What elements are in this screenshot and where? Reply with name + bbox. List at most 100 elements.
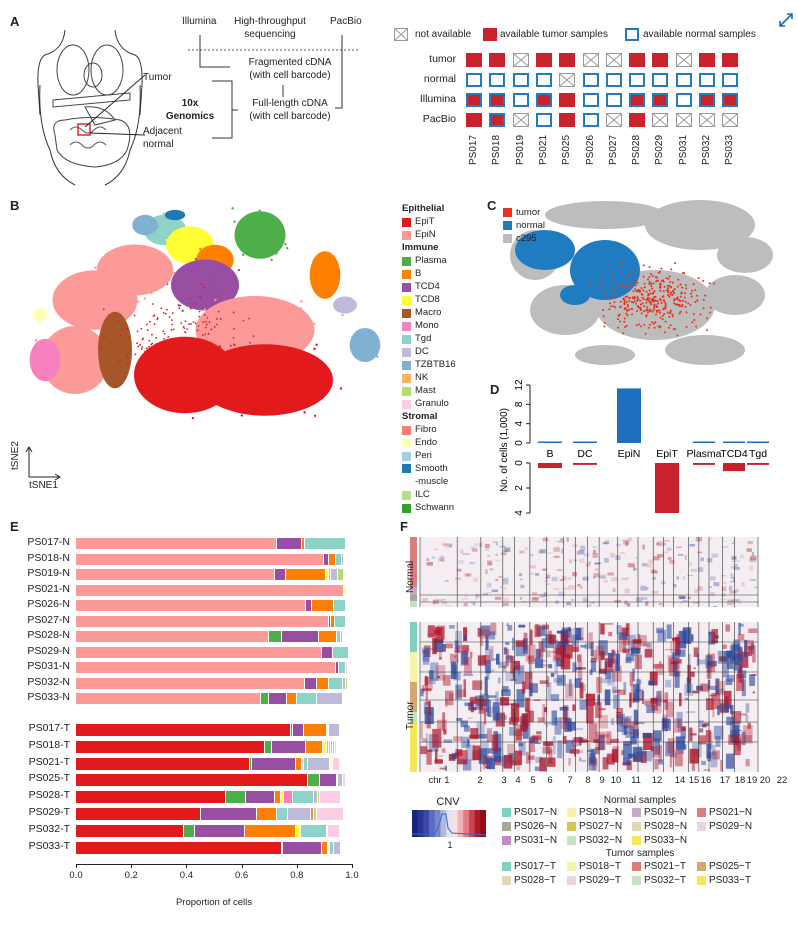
- cell-point: [238, 409, 242, 412]
- cell-point: [261, 353, 265, 357]
- cnv-cell: [634, 654, 642, 670]
- tumor-cell-point: [639, 303, 642, 306]
- cnv-cell: [510, 760, 517, 766]
- legend-label: EpiN: [415, 229, 436, 240]
- cell-point: [257, 374, 261, 378]
- cell-point: [242, 321, 245, 324]
- cnv-cell: [586, 704, 594, 724]
- cnv-cell: [528, 655, 535, 665]
- cell-point: [347, 301, 351, 304]
- cell-point: [198, 286, 201, 289]
- cell-point: [172, 369, 176, 373]
- cnv-cell: [725, 753, 735, 769]
- legend-item: PS018−N: [567, 807, 622, 818]
- cnv-cell: [623, 741, 632, 759]
- cnv-cell: [585, 563, 590, 567]
- cnv-cell: [493, 747, 502, 763]
- legend-label: DC: [415, 346, 429, 357]
- cell-point: [277, 363, 280, 366]
- cell-point: [300, 300, 303, 303]
- tumor-cell-point: [628, 285, 631, 288]
- tumor-cell-point: [666, 294, 669, 297]
- cnv-cell: [455, 749, 463, 757]
- tumor-cell-point: [642, 298, 645, 301]
- cell-point: [270, 372, 273, 375]
- segment-tgd: [300, 824, 327, 837]
- celltype-legend: Epithelial EpiT EpiN Immune Plasma B TCD4 TCD8 M…: [402, 202, 456, 514]
- cnv-cell: [600, 623, 605, 635]
- cell-point: [156, 225, 160, 229]
- cnv-cell: [503, 577, 509, 581]
- legend-label: Smooth -muscle: [415, 463, 449, 487]
- segment-tgd: [328, 569, 332, 580]
- cell-point: [258, 235, 261, 239]
- tumor-cell-point: [676, 285, 679, 288]
- cell-point: [225, 262, 229, 266]
- cnv-cell: [605, 622, 614, 625]
- cell-point: [141, 338, 144, 341]
- cell-point: [102, 289, 105, 292]
- cnv-cell: [482, 763, 485, 770]
- cnv-cell: [645, 601, 649, 606]
- cell-point: [141, 364, 145, 367]
- cnv-cell: [698, 659, 706, 665]
- cnv-cell: [485, 635, 489, 651]
- tumor-cell-point: [663, 313, 666, 316]
- cell-point: [253, 240, 256, 243]
- cell-point: [204, 320, 207, 323]
- cell-point: [265, 374, 269, 377]
- cnv-cell: [489, 568, 494, 571]
- stacked-bar-ps032-t: [76, 824, 352, 837]
- cnv-cell: [579, 682, 584, 699]
- cell-point: [272, 356, 275, 360]
- legend-label: PS018−T: [579, 861, 621, 872]
- cell-point: [290, 348, 293, 351]
- tumor-cell-point: [599, 282, 602, 285]
- legend-label: PS027−N: [579, 821, 623, 832]
- cell-point: [266, 223, 269, 227]
- cell-point: [154, 343, 157, 346]
- cnv-cell: [703, 722, 710, 727]
- tumor-cell-point: [642, 275, 645, 278]
- panel-label-b: B: [10, 198, 20, 213]
- cnv-cell: [547, 552, 552, 554]
- segment-dc: [334, 841, 341, 854]
- cell-point: [161, 359, 165, 362]
- cell-point: [102, 308, 105, 311]
- cnv-cell: [738, 646, 743, 662]
- cnv-cell: [432, 637, 437, 655]
- cell-point: [202, 290, 205, 293]
- expand-arrows-icon[interactable]: [778, 12, 794, 28]
- cnv-cell: [507, 625, 513, 631]
- sample-cell-ps025-pacbio: [559, 113, 576, 127]
- cell-point: [361, 352, 365, 355]
- cnv-cell: [632, 756, 637, 762]
- cnv-cell: [484, 676, 488, 696]
- cell-point: [228, 332, 231, 335]
- cell-point: [130, 298, 133, 301]
- cell-point: [240, 414, 244, 417]
- tumor-cell-point: [665, 277, 668, 280]
- panel-label-c: C: [487, 198, 497, 213]
- cnv-cell: [556, 657, 564, 667]
- tumor-sample-bar: [410, 652, 417, 682]
- legend-swatch: [697, 875, 706, 885]
- cell-point: [143, 261, 146, 264]
- cell-point: [179, 304, 182, 307]
- cell-point: [207, 273, 210, 277]
- cnv-cell: [563, 705, 567, 721]
- cell-point: [199, 371, 203, 375]
- segment-tcd8: [325, 569, 329, 580]
- segment-tcd4: [281, 631, 319, 642]
- cell-point: [369, 347, 372, 350]
- legend-item: PS033−T: [697, 875, 751, 886]
- cnv-cell: [676, 658, 682, 664]
- segment-epin: [76, 646, 322, 658]
- cnv-cell: [623, 758, 631, 766]
- cell-point: [199, 366, 202, 369]
- cnv-cell: [670, 661, 678, 665]
- cell-point: [252, 326, 256, 329]
- cell-point: [77, 303, 80, 306]
- sample-cell-ps019-tumor: [512, 53, 529, 67]
- cell-point: [296, 366, 299, 370]
